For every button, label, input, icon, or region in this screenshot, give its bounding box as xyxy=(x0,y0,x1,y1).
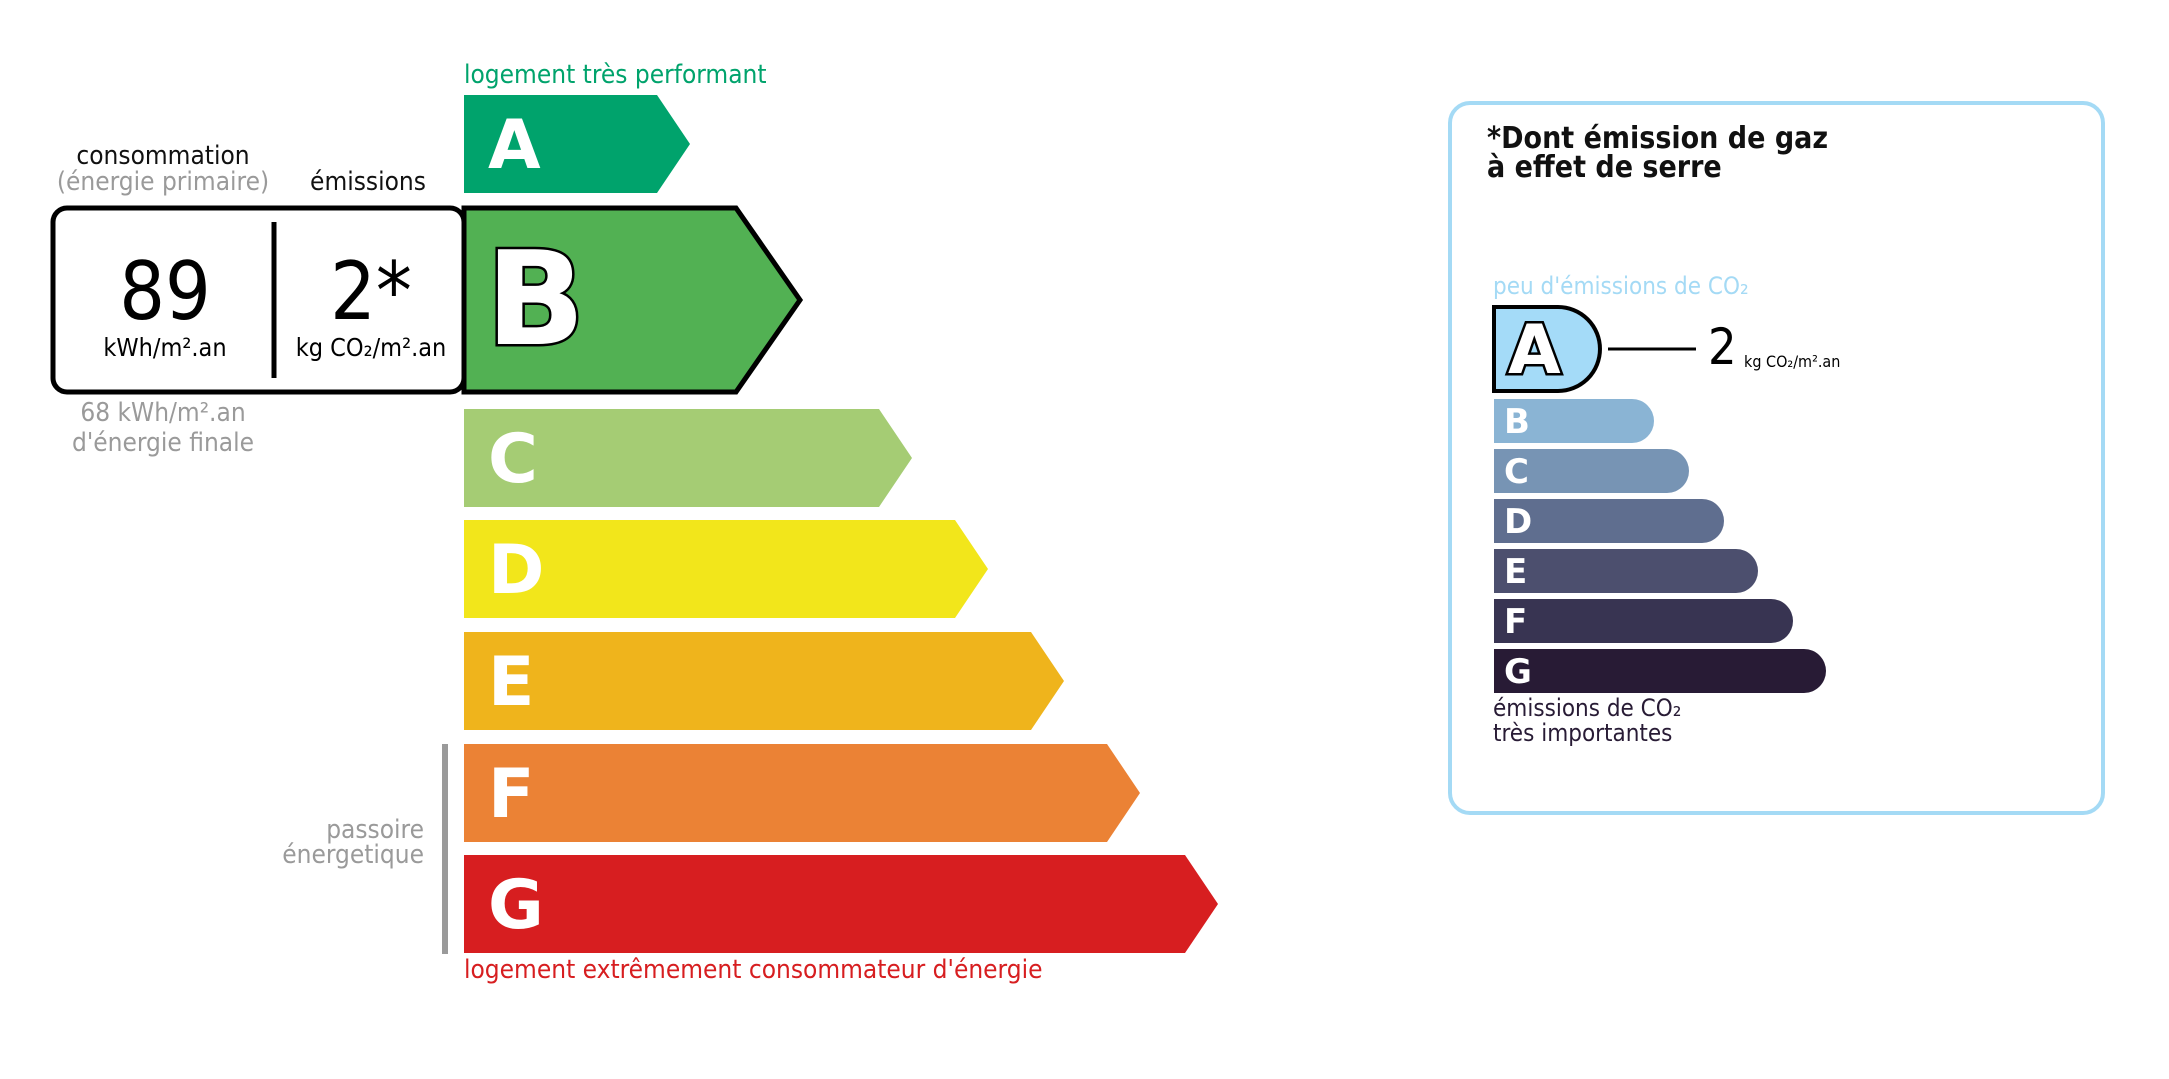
final-energy-value: 68 kWh/m².an xyxy=(80,398,246,428)
final-energy-label: d'énergie finale xyxy=(71,428,255,458)
ges-top-label: peu d'émissions de CO₂ xyxy=(1493,272,1749,300)
energy-class-b-letter: B xyxy=(486,223,585,375)
ges-title-line1: *Dont émission de gaz xyxy=(1487,121,1829,156)
energy-top-label: logement très performant xyxy=(464,60,767,90)
ges-class-c-letter: C xyxy=(1504,452,1529,492)
ges-panel xyxy=(1448,101,2105,815)
consumption-subheader: (énergie primaire) xyxy=(56,167,270,197)
ges-class-e-letter: E xyxy=(1504,552,1527,592)
ges-class-b-letter: B xyxy=(1504,402,1530,442)
energy-bottom-label: logement extrêmement consommateur d'éner… xyxy=(464,955,1043,985)
consumption-unit: kWh/m².an xyxy=(103,333,227,362)
ges-class-c-bar xyxy=(1494,449,1689,493)
energy-class-a-letter: A xyxy=(488,106,541,185)
ges-class-f-letter: F xyxy=(1504,602,1527,642)
energy-class-d-letter: D xyxy=(488,531,544,610)
energy-class-a-bar xyxy=(464,95,690,193)
energy-class-f-letter: F xyxy=(488,755,534,834)
ges-title-line2: à effet de serre xyxy=(1487,150,1722,185)
energy-class-d-bar xyxy=(464,520,988,618)
ges-class-e-bar xyxy=(1494,549,1758,593)
ges-class-a-bar xyxy=(1492,305,1602,393)
emissions-unit: kg CO₂/m².an xyxy=(295,333,447,362)
energy-class-f-bar xyxy=(464,744,1140,842)
passoire-label-line2: énergetique xyxy=(282,840,424,870)
energy-class-c-letter: C xyxy=(488,420,538,499)
ges-bottom-label-line2: très importantes xyxy=(1493,719,1673,747)
energy-class-c-bar xyxy=(464,409,912,507)
values-box xyxy=(50,205,467,395)
consumption-header: consommation xyxy=(76,141,250,171)
ges-class-d-bar xyxy=(1494,499,1724,543)
ges-unit: kg CO₂/m².an xyxy=(1744,352,1841,371)
ges-value: 2 xyxy=(1708,318,1737,376)
ges-class-d-letter: D xyxy=(1504,502,1532,542)
energy-class-e-bar xyxy=(464,632,1064,730)
ges-class-a-letter: A xyxy=(1508,311,1561,390)
ges-class-b-bar xyxy=(1494,399,1654,443)
passoire-bar xyxy=(442,744,448,954)
ges-class-g-letter: G xyxy=(1504,652,1532,692)
emissions-value: 2* xyxy=(330,245,412,338)
energy-class-g-bar xyxy=(464,855,1218,953)
passoire-label-line1: passoire xyxy=(326,815,424,845)
ges-class-f-bar xyxy=(1494,599,1793,643)
emissions-header: émissions xyxy=(310,167,426,197)
energy-class-g-letter: G xyxy=(488,866,544,945)
ges-class-g-bar xyxy=(1494,649,1826,693)
energy-class-e-letter: E xyxy=(488,643,534,722)
ges-bottom-label-line1: émissions de CO₂ xyxy=(1493,694,1682,722)
consumption-value: 89 xyxy=(119,245,211,338)
